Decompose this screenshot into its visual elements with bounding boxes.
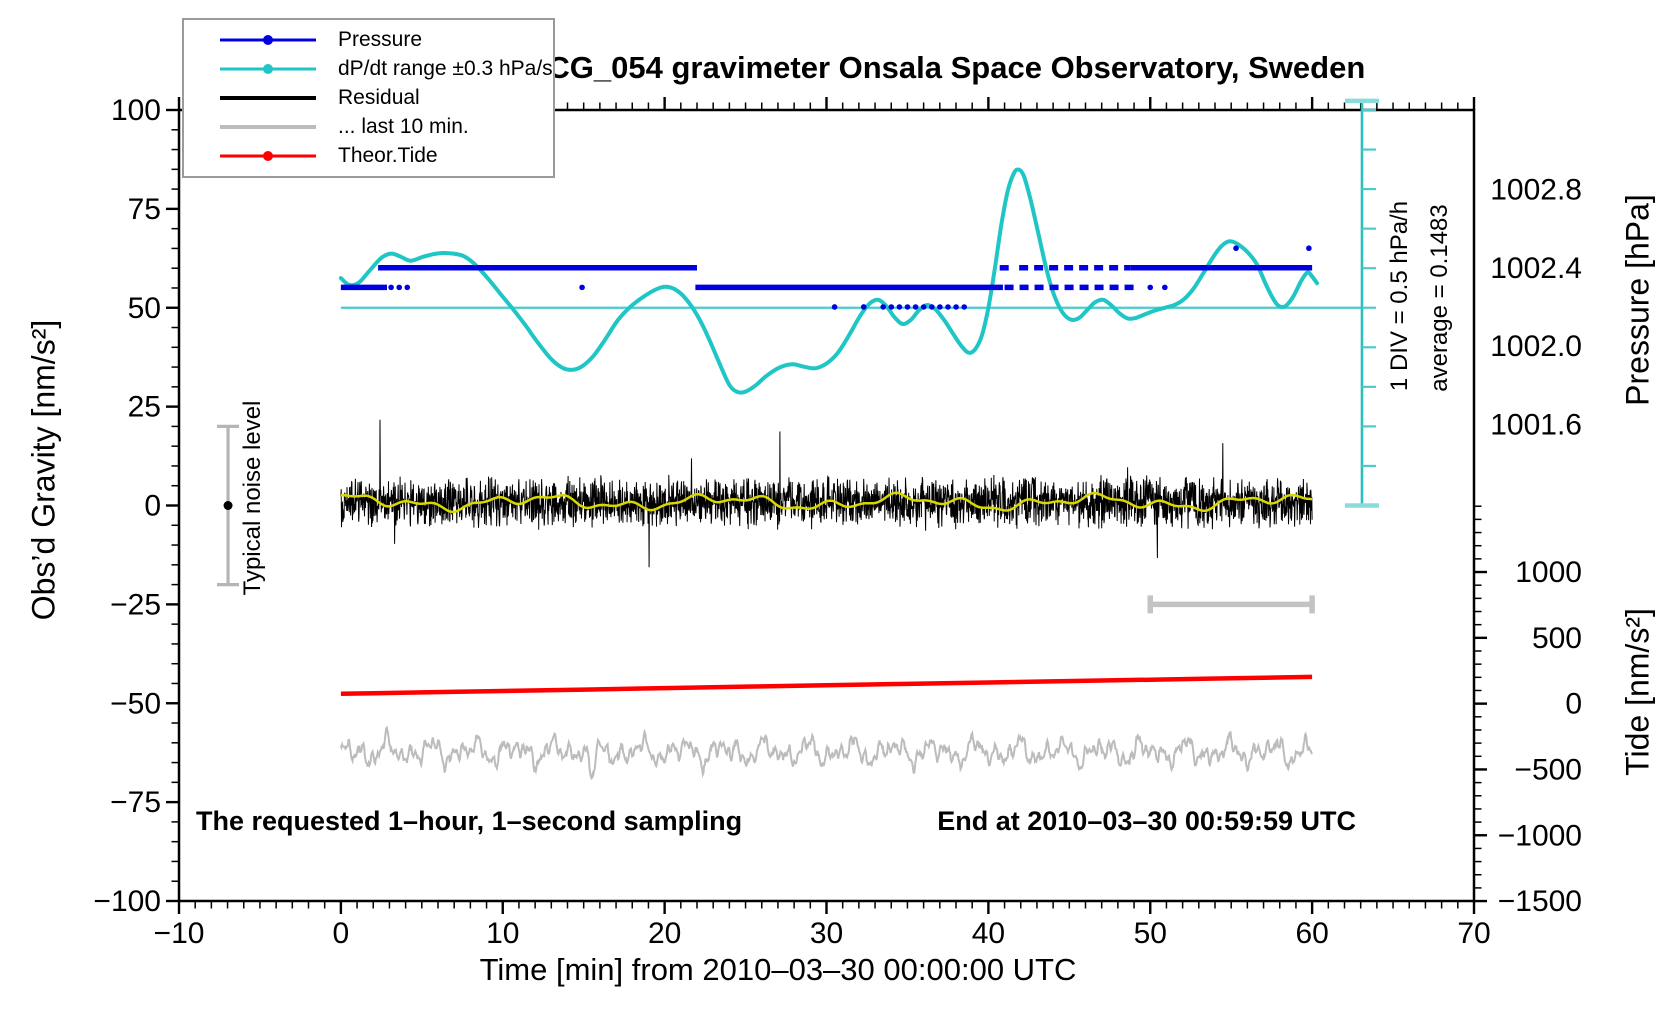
- pressure-dot: [1162, 284, 1168, 291]
- pressure-axis-title: Pressure [hPa]: [1619, 194, 1656, 406]
- pressure-axis-tick-label: 1002.0: [1490, 330, 1582, 363]
- pressure-dot: [831, 304, 838, 310]
- tide-axis-tick-label: −1500: [1498, 885, 1582, 918]
- legend-label: Pressure: [338, 28, 423, 52]
- last10-trace: [339, 725, 1313, 781]
- pressure-dot: [860, 304, 867, 310]
- pressure-dot: [1147, 284, 1154, 291]
- tide-axis-tick-label: 500: [1532, 622, 1582, 655]
- end-time-annotation: End at 2010–03–30 00:59:59 UTC: [937, 806, 1356, 836]
- x-axis-title: Time [min] from 2010–03–30 00:00:00 UTC: [479, 952, 1077, 987]
- legend-label: Residual: [338, 85, 420, 109]
- tide-axis-tick-label: 0: [1565, 688, 1582, 721]
- noise-error-bar-dot: [223, 501, 233, 510]
- chart-title: SCG_054 gravimeter Onsala Space Observat…: [526, 50, 1366, 85]
- gravity-axis-tick-label: 75: [128, 193, 161, 226]
- legend-item: ... last 10 min.: [184, 113, 553, 141]
- x-axis-tick-label: −10: [154, 917, 205, 950]
- pressure-axis-tick-label: 1002.8: [1490, 173, 1582, 206]
- gravity-axis-tick-label: −25: [110, 588, 161, 621]
- legend-sample-line: [220, 84, 316, 112]
- x-axis-tick-label: 0: [333, 917, 350, 950]
- tide-axis-title: Tide [nm/s²]: [1619, 608, 1656, 776]
- tide-axis-tick-label: −1000: [1498, 819, 1582, 852]
- legend-marker-dot: [263, 64, 273, 75]
- x-axis-tick-label: 60: [1295, 917, 1328, 950]
- pressure-dot: [579, 284, 585, 291]
- residual-trace: [340, 419, 1313, 568]
- x-axis-tick-label: 20: [648, 917, 681, 950]
- legend-sample-line: [220, 113, 316, 141]
- residual-smooth-trace: [340, 491, 1313, 514]
- tide-axis-tick-label: 1000: [1515, 556, 1582, 589]
- legend-label: dP/dt range ±0.3 hPa/s: [338, 57, 553, 81]
- legend-item: dP/dt range ±0.3 hPa/s: [184, 55, 553, 83]
- pressure-axis-tick-label: 1001.6: [1490, 408, 1582, 441]
- gravity-axis-tick-label: 0: [144, 490, 161, 523]
- theor-tide-line: [340, 674, 1313, 697]
- gravity-axis-tick-label: −50: [110, 687, 161, 720]
- gravity-axis-tick-label: 100: [111, 94, 161, 127]
- pressure-dot: [1306, 245, 1312, 252]
- legend-label: ... last 10 min.: [338, 114, 469, 138]
- legend-sample-line: [220, 26, 316, 54]
- pressure-axis-tick-label: 1002.4: [1490, 252, 1582, 285]
- x-axis-tick-label: 40: [972, 917, 1005, 950]
- x-axis-tick-label: 70: [1457, 917, 1490, 950]
- gravity-axis-title: Obs’d Gravity [nm/s²]: [25, 319, 62, 621]
- legend: Pressure dP/dt range ±0.3 hPa/s Residual..…: [182, 18, 555, 178]
- x-axis-tick-label: 50: [1134, 917, 1167, 950]
- typical-noise-level-label: Typical noise level: [239, 400, 266, 596]
- legend-sample-line: [220, 142, 316, 170]
- gravity-axis-tick-label: −100: [93, 885, 161, 918]
- gravity-axis-tick-label: 50: [128, 292, 161, 325]
- legend-item: Residual: [184, 84, 553, 112]
- div-average-label: average = 0.1483: [1426, 204, 1453, 392]
- legend-marker-dot: [263, 35, 273, 46]
- div-scale-label: 1 DIV = 0.5 hPa/h: [1386, 200, 1413, 392]
- gravity-axis-tick-label: 25: [128, 391, 161, 424]
- tide-axis-tick-label: −500: [1514, 753, 1582, 786]
- legend-item: Pressure: [184, 26, 553, 54]
- legend-label: Theor.Tide: [338, 143, 438, 167]
- legend-sample-line: [220, 55, 316, 83]
- sampling-annotation: The requested 1–hour, 1–second sampling: [196, 806, 743, 836]
- x-axis-tick-label: 10: [486, 917, 519, 950]
- legend-marker-dot: [263, 150, 273, 161]
- pressure-dot: [1233, 245, 1239, 252]
- x-axis-tick-label: 30: [810, 917, 843, 950]
- dpdt-curve: [338, 167, 1319, 395]
- gravity-axis-tick-label: −75: [110, 786, 161, 819]
- legend-item: Theor.Tide: [184, 142, 553, 170]
